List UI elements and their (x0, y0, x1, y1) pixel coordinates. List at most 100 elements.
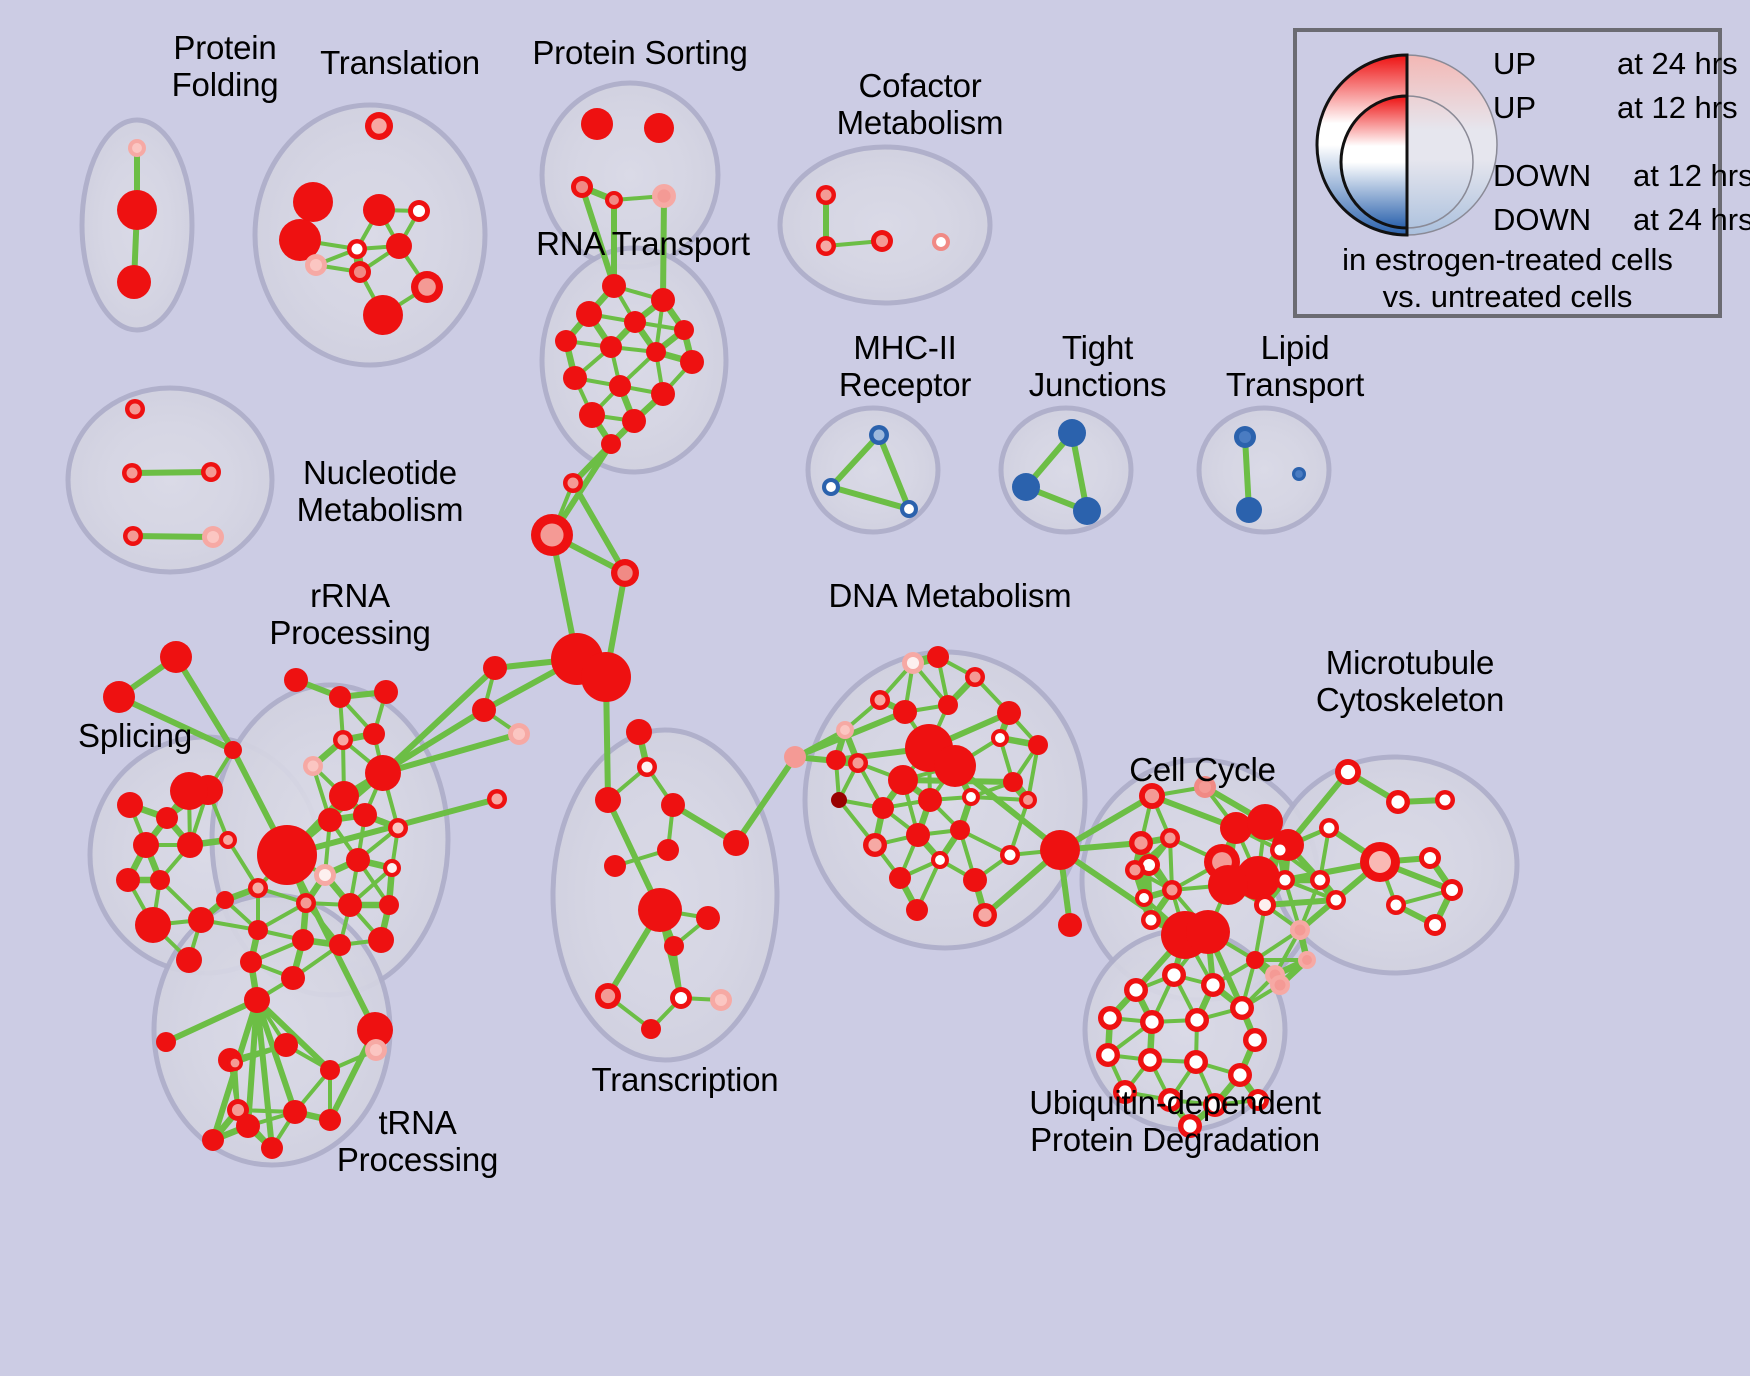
network-node[interactable] (657, 839, 679, 861)
network-node[interactable] (1096, 1043, 1120, 1067)
network-node[interactable] (601, 434, 621, 454)
network-node[interactable] (1028, 735, 1048, 755)
network-node[interactable] (296, 893, 316, 913)
network-node[interactable] (848, 753, 868, 773)
network-node[interactable] (641, 1019, 661, 1039)
network-node[interactable] (1319, 818, 1339, 838)
network-node[interactable] (363, 295, 403, 335)
network-node[interactable] (1139, 783, 1165, 809)
network-node[interactable] (1435, 790, 1455, 810)
network-node[interactable] (723, 830, 749, 856)
network-node[interactable] (338, 893, 362, 917)
network-node[interactable] (531, 514, 573, 556)
network-node[interactable] (150, 870, 170, 890)
network-node[interactable] (579, 402, 605, 428)
network-node[interactable] (1236, 497, 1262, 523)
network-node[interactable] (383, 859, 401, 877)
network-node[interactable] (202, 526, 224, 548)
network-node[interactable] (365, 1039, 387, 1061)
network-node[interactable] (863, 833, 887, 857)
network-node[interactable] (363, 194, 395, 226)
network-node[interactable] (123, 526, 143, 546)
network-node[interactable] (1246, 951, 1264, 969)
network-node[interactable] (176, 947, 202, 973)
network-node[interactable] (219, 831, 237, 849)
network-node[interactable] (1360, 842, 1400, 882)
network-node[interactable] (329, 934, 351, 956)
network-node[interactable] (1000, 845, 1020, 865)
network-node[interactable] (611, 559, 639, 587)
network-node[interactable] (487, 789, 507, 809)
network-node[interactable] (160, 641, 192, 673)
network-node[interactable] (314, 864, 336, 886)
network-node[interactable] (1275, 870, 1295, 890)
network-node[interactable] (932, 233, 950, 251)
network-node[interactable] (508, 723, 530, 745)
network-node[interactable] (965, 667, 985, 687)
network-node[interactable] (581, 108, 613, 140)
network-node[interactable] (329, 686, 351, 708)
network-node[interactable] (1129, 831, 1153, 855)
network-node[interactable] (261, 1137, 283, 1159)
network-node[interactable] (816, 185, 836, 205)
network-node[interactable] (368, 927, 394, 953)
network-node[interactable] (637, 757, 657, 777)
network-node[interactable] (1158, 1088, 1182, 1112)
network-node[interactable] (962, 788, 980, 806)
network-node[interactable] (248, 878, 268, 898)
network-node[interactable] (1194, 776, 1216, 798)
network-node[interactable] (870, 690, 890, 710)
network-node[interactable] (1019, 791, 1037, 809)
network-node[interactable] (177, 832, 203, 858)
network-node[interactable] (216, 891, 234, 909)
network-node[interactable] (386, 233, 412, 259)
network-node[interactable] (117, 792, 143, 818)
network-node[interactable] (1208, 865, 1248, 905)
network-node[interactable] (357, 1012, 393, 1048)
network-node[interactable] (931, 851, 949, 869)
network-node[interactable] (1298, 951, 1316, 969)
network-node[interactable] (644, 113, 674, 143)
network-node[interactable] (248, 920, 268, 940)
network-node[interactable] (670, 987, 692, 1009)
network-node[interactable] (831, 792, 847, 808)
network-node[interactable] (1335, 759, 1361, 785)
network-node[interactable] (274, 1033, 298, 1057)
network-node[interactable] (1012, 473, 1040, 501)
network-node[interactable] (363, 723, 385, 745)
network-node[interactable] (661, 793, 685, 817)
network-node[interactable] (997, 701, 1021, 725)
network-node[interactable] (318, 808, 342, 832)
network-node[interactable] (622, 409, 646, 433)
network-node[interactable] (1290, 920, 1310, 940)
network-node[interactable] (816, 236, 836, 256)
network-node[interactable] (202, 1129, 224, 1151)
network-node[interactable] (1243, 1028, 1267, 1052)
network-node[interactable] (293, 182, 333, 222)
network-node[interactable] (609, 375, 631, 397)
network-node[interactable] (927, 646, 949, 668)
network-node[interactable] (1310, 870, 1330, 890)
network-node[interactable] (906, 899, 928, 921)
network-node[interactable] (329, 781, 359, 811)
network-node[interactable] (680, 350, 704, 374)
network-node[interactable] (1386, 790, 1410, 814)
network-node[interactable] (674, 320, 694, 340)
network-node[interactable] (604, 855, 626, 877)
network-node[interactable] (1162, 963, 1186, 987)
network-node[interactable] (365, 112, 393, 140)
network-node[interactable] (103, 681, 135, 713)
network-node[interactable] (1184, 1050, 1208, 1074)
network-node[interactable] (1247, 1089, 1269, 1111)
network-node[interactable] (117, 190, 157, 230)
network-node[interactable] (605, 191, 623, 209)
network-node[interactable] (305, 254, 327, 276)
network-node[interactable] (1162, 880, 1182, 900)
network-node[interactable] (696, 906, 720, 930)
network-node[interactable] (571, 176, 593, 198)
network-node[interactable] (602, 274, 626, 298)
network-node[interactable] (893, 700, 917, 724)
network-node[interactable] (888, 765, 918, 795)
network-node[interactable] (991, 729, 1009, 747)
network-node[interactable] (1228, 1063, 1252, 1087)
